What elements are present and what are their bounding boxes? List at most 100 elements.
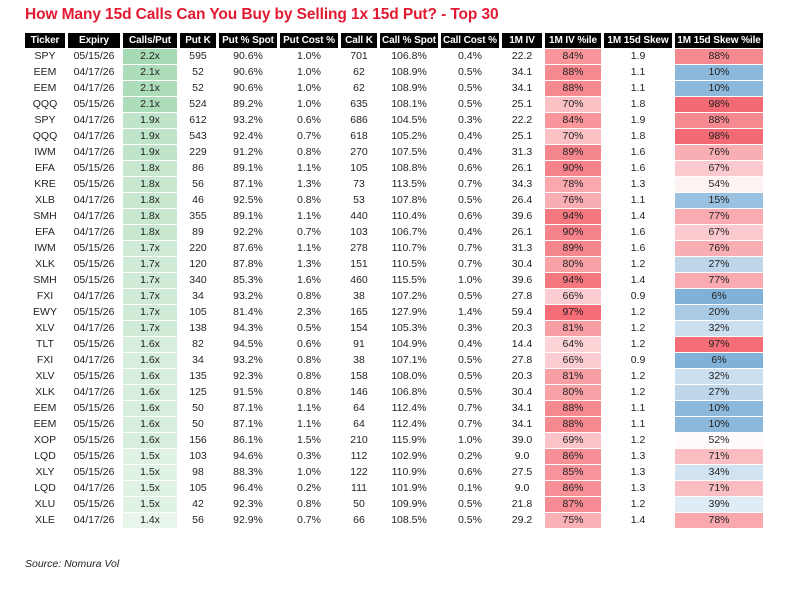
cell-put-cost-pct: 1.1% bbox=[297, 418, 321, 430]
cell-calls-per-put: 2.1x bbox=[123, 96, 177, 112]
cell-1m-iv: 20.3 bbox=[511, 322, 533, 334]
cell-call-pct-spot: 110.5% bbox=[391, 258, 427, 270]
cell-ticker: SPY bbox=[34, 50, 56, 62]
column-header-expiry: Expiry bbox=[68, 32, 120, 48]
cell-1m-15d-skew-percentile: 10% bbox=[675, 80, 763, 96]
cell-1m-15d-skew-percentile: 6% bbox=[675, 352, 763, 368]
table-row: XLK 04/17/26 1.6x 125 91.5% 0.8% 146 106.8% 0.5%… bbox=[25, 384, 763, 400]
cell-expiry: 05/15/26 bbox=[73, 306, 115, 318]
cell-put-cost-pct: 0.8% bbox=[297, 146, 321, 158]
table-row: KRE 05/15/26 1.8x 56 87.1% 1.3% 73 113.5% 0.7% 34… bbox=[25, 176, 763, 192]
table-header: Ticker Expiry Calls/Put Put K Put % Spot Put … bbox=[25, 32, 763, 48]
cell-1m-15d-skew: 1.3 bbox=[630, 466, 646, 478]
cell-put-pct-spot: 94.3% bbox=[233, 322, 263, 334]
cell-1m-iv: 31.3 bbox=[511, 242, 533, 254]
cell-ticker: LQD bbox=[34, 482, 56, 494]
cell-call-k: 38 bbox=[353, 354, 365, 366]
cell-put-k: 56 bbox=[192, 514, 204, 526]
cell-calls-per-put: 2.2x bbox=[123, 48, 177, 64]
cell-call-pct-spot: 108.5% bbox=[391, 514, 427, 526]
cell-put-pct-spot: 89.1% bbox=[233, 162, 263, 174]
cell-1m-15d-skew-percentile: 10% bbox=[675, 416, 763, 432]
cell-put-k: 50 bbox=[192, 418, 204, 430]
cell-call-k: 440 bbox=[350, 210, 368, 222]
cell-ticker: SMH bbox=[33, 274, 57, 286]
cell-1m-15d-skew-percentile: 27% bbox=[675, 256, 763, 272]
cell-put-cost-pct: 1.5% bbox=[297, 434, 321, 446]
cell-1m-15d-skew: 1.1 bbox=[630, 194, 646, 206]
cell-1m-iv: 34.1 bbox=[511, 66, 533, 78]
cell-expiry: 05/15/26 bbox=[73, 338, 115, 350]
cell-put-pct-spot: 89.2% bbox=[233, 98, 263, 110]
cell-put-cost-pct: 0.8% bbox=[297, 290, 321, 302]
cell-calls-per-put: 1.6x bbox=[123, 384, 177, 400]
cell-put-k: 156 bbox=[189, 434, 207, 446]
cell-put-cost-pct: 2.3% bbox=[297, 306, 321, 318]
cell-ticker: XLK bbox=[35, 386, 55, 398]
column-header-put-pct-spot: Put % Spot bbox=[219, 32, 277, 48]
cell-call-pct-spot: 108.8% bbox=[391, 162, 427, 174]
cell-1m-iv-percentile: 94% bbox=[545, 208, 601, 224]
cell-put-k: 46 bbox=[192, 194, 204, 206]
cell-call-cost-pct: 0.5% bbox=[458, 370, 482, 382]
cell-1m-15d-skew: 0.9 bbox=[630, 290, 646, 302]
cell-put-cost-pct: 0.6% bbox=[297, 114, 321, 126]
cell-put-pct-spot: 92.3% bbox=[233, 370, 263, 382]
cell-call-k: 53 bbox=[353, 194, 365, 206]
cell-put-k: 98 bbox=[192, 466, 204, 478]
cell-1m-iv: 26.1 bbox=[511, 226, 533, 238]
cell-1m-iv: 9.0 bbox=[514, 450, 530, 462]
cell-call-pct-spot: 110.7% bbox=[391, 242, 427, 254]
cell-1m-iv: 25.1 bbox=[511, 130, 533, 142]
cell-1m-15d-skew: 1.2 bbox=[630, 306, 646, 318]
cell-1m-15d-skew-percentile: 10% bbox=[675, 400, 763, 416]
cell-calls-per-put: 1.9x bbox=[123, 112, 177, 128]
cell-put-k: 86 bbox=[192, 162, 204, 174]
cell-put-cost-pct: 1.1% bbox=[297, 162, 321, 174]
cell-call-cost-pct: 0.4% bbox=[458, 226, 482, 238]
cell-ticker: TLT bbox=[36, 338, 54, 350]
cell-1m-15d-skew-percentile: 77% bbox=[675, 208, 763, 224]
cell-1m-iv-percentile: 78% bbox=[545, 176, 601, 192]
table-row: XOP 05/15/26 1.6x 156 86.1% 1.5% 210 115.9% 1.0%… bbox=[25, 432, 763, 448]
cell-call-k: 210 bbox=[350, 434, 368, 446]
table-row: XLY 05/15/26 1.5x 98 88.3% 1.0% 122 110.9% 0.6% 2… bbox=[25, 464, 763, 480]
cell-1m-iv-percentile: 76% bbox=[545, 192, 601, 208]
cell-call-k: 64 bbox=[353, 418, 365, 430]
cell-calls-per-put: 1.6x bbox=[123, 368, 177, 384]
data-table: Ticker Expiry Calls/Put Put K Put % Spot Put … bbox=[22, 32, 766, 529]
cell-1m-iv-percentile: 81% bbox=[545, 368, 601, 384]
column-header-1m-iv: 1M IV bbox=[502, 32, 542, 48]
cell-call-k: 635 bbox=[350, 98, 368, 110]
cell-1m-15d-skew: 1.2 bbox=[630, 386, 646, 398]
cell-expiry: 05/15/26 bbox=[73, 402, 115, 414]
cell-put-pct-spot: 93.2% bbox=[233, 290, 263, 302]
cell-calls-per-put: 1.8x bbox=[123, 192, 177, 208]
cell-expiry: 05/15/26 bbox=[73, 178, 115, 190]
cell-put-cost-pct: 1.1% bbox=[297, 242, 321, 254]
cell-expiry: 04/17/26 bbox=[73, 354, 115, 366]
cell-put-k: 82 bbox=[192, 338, 204, 350]
cell-expiry: 04/17/26 bbox=[73, 482, 115, 494]
cell-1m-iv: 26.4 bbox=[511, 194, 533, 206]
cell-ticker: QQQ bbox=[32, 98, 58, 110]
table-row: XLK 05/15/26 1.7x 120 87.8% 1.3% 151 110.5% 0.7%… bbox=[25, 256, 763, 272]
cell-put-pct-spot: 90.6% bbox=[233, 66, 263, 78]
cell-1m-iv-percentile: 88% bbox=[545, 400, 601, 416]
cell-1m-15d-skew-percentile: 39% bbox=[675, 496, 763, 512]
cell-ticker: SMH bbox=[33, 210, 57, 222]
column-header-call-pct-spot: Call % Spot bbox=[380, 32, 438, 48]
cell-1m-iv: 34.1 bbox=[511, 418, 533, 430]
cell-1m-iv: 39.6 bbox=[511, 274, 533, 286]
cell-expiry: 05/15/26 bbox=[73, 498, 115, 510]
cell-call-cost-pct: 0.6% bbox=[458, 210, 482, 222]
column-header-1m-iv-percentile: 1M IV %ile bbox=[545, 32, 601, 48]
cell-put-k: 355 bbox=[189, 210, 207, 222]
cell-call-pct-spot: 113.5% bbox=[391, 178, 427, 190]
cell-call-cost-pct: 0.5% bbox=[458, 498, 482, 510]
cell-put-pct-spot: 87.1% bbox=[233, 402, 263, 414]
cell-calls-per-put: 1.5x bbox=[123, 448, 177, 464]
cell-ticker: EEM bbox=[33, 402, 57, 414]
cell-calls-per-put: 1.7x bbox=[123, 256, 177, 272]
cell-1m-iv: 39.0 bbox=[511, 434, 533, 446]
